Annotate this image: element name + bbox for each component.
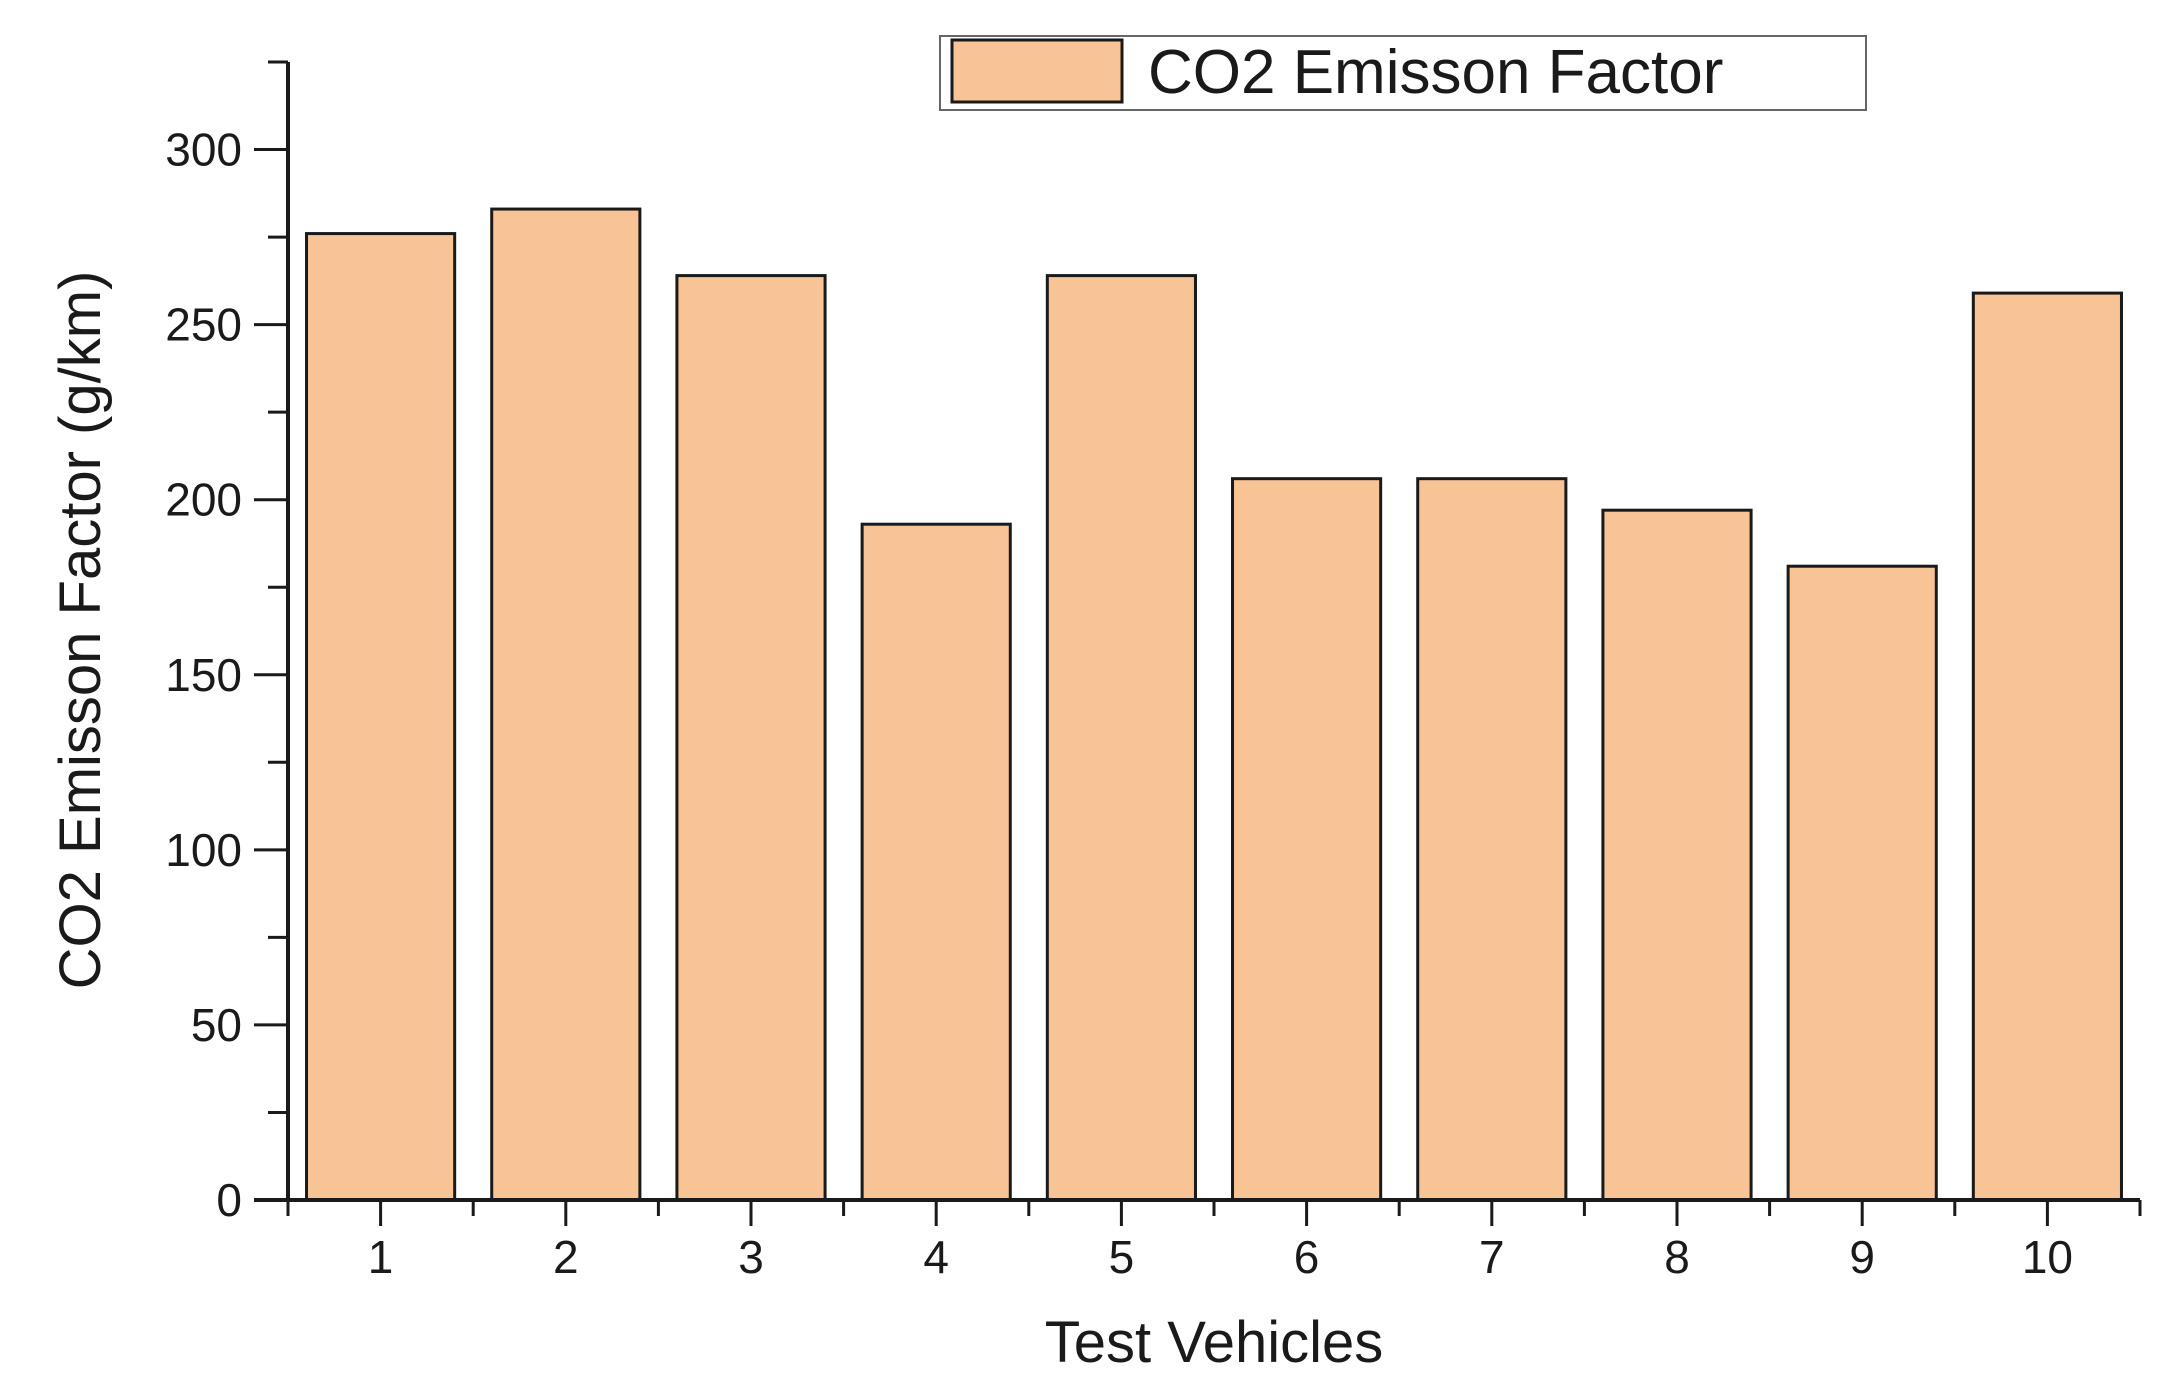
bar-6	[1231, 477, 1383, 1202]
bar-3	[675, 274, 827, 1202]
bar-10	[1971, 291, 2123, 1202]
legend-swatch	[950, 38, 1124, 104]
y-tick-label-200: 200	[165, 474, 242, 526]
y-ticks: 0 50 100 150 200 250 300	[165, 60, 288, 1226]
x-tick-label-1: 1	[368, 1231, 394, 1283]
x-tick-label-7: 7	[1479, 1231, 1505, 1283]
legend: CO2 Emisson Factor	[939, 35, 1867, 111]
y-tick-label-250: 250	[165, 299, 242, 351]
x-tick-label-10: 10	[2022, 1231, 2073, 1283]
x-tick-label-9: 9	[1849, 1231, 1875, 1283]
x-ticks: 1 2 3 4 5 6 7 8 9 10	[286, 1200, 2142, 1283]
x-tick-label-4: 4	[923, 1231, 949, 1283]
y-axis-title: CO2 Emisson Factor (g/km)	[48, 271, 113, 990]
x-tick-label-6: 6	[1294, 1231, 1320, 1283]
bar-1	[305, 232, 457, 1202]
y-tick-label-100: 100	[165, 824, 242, 876]
bars-layer	[305, 207, 2123, 1202]
x-tick-label-3: 3	[738, 1231, 764, 1283]
x-axis-title: Test Vehicles	[1045, 1310, 1384, 1375]
bar-7	[1416, 477, 1568, 1202]
y-tick-label-150: 150	[165, 649, 242, 701]
y-tick-label-0: 0	[216, 1174, 242, 1226]
legend-label: CO2 Emisson Factor	[1148, 38, 1723, 107]
x-tick-label-5: 5	[1109, 1231, 1135, 1283]
x-tick-label-8: 8	[1664, 1231, 1690, 1283]
y-tick-label-300: 300	[165, 124, 242, 176]
x-tick-label-2: 2	[553, 1231, 579, 1283]
bar-5	[1045, 274, 1197, 1202]
bar-2	[490, 207, 642, 1202]
y-tick-label-50: 50	[191, 999, 242, 1051]
bar-8	[1601, 508, 1753, 1202]
bar-4	[860, 522, 1012, 1202]
bar-9	[1786, 564, 1938, 1202]
axes-layer	[254, 62, 2140, 1202]
